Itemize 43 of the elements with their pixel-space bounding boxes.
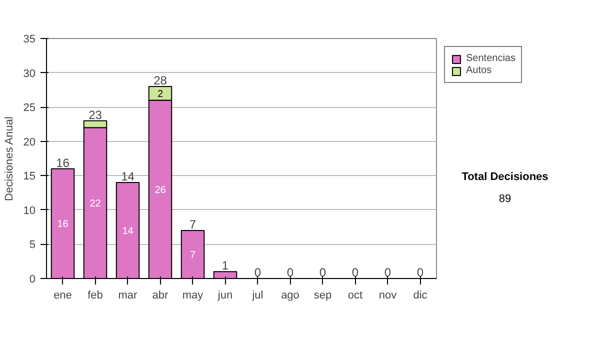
total-label: 23 (88, 108, 102, 122)
text: 89 (498, 192, 512, 207)
data-label: 16 (57, 219, 69, 230)
data-label: 22 (90, 198, 102, 210)
legend-label: Autos (466, 65, 492, 76)
x-tick-label: jul (251, 290, 264, 302)
total-label: 0 (254, 266, 262, 280)
x-tick-label: nov (378, 290, 398, 302)
x-tick-label: feb (88, 290, 103, 302)
total-label: 14 (121, 170, 135, 184)
x-tick-label: dic (413, 290, 428, 302)
total-label: 7 (189, 218, 196, 232)
total-label: 16 (56, 156, 70, 170)
x-tick-label: jun (216, 290, 233, 302)
x-tick-label: mar (118, 290, 138, 302)
x-tick-label: oct (348, 290, 363, 302)
y-tick-label: 30 (23, 68, 36, 80)
x-tick-label: ago (281, 290, 300, 302)
data-label: 7 (190, 250, 196, 261)
y-tick-label: 20 (23, 136, 36, 148)
legend-label: Sentencias (466, 53, 516, 64)
x-tick-label: sep (314, 290, 332, 302)
data-label: 26 (154, 184, 166, 196)
total-label: 0 (286, 266, 294, 280)
y-tick-label: 25 (23, 102, 36, 114)
y-tick-label: 0 (29, 274, 36, 286)
y-tick-label: 10 (23, 204, 36, 217)
text: Total Decisiones (462, 170, 548, 185)
y-tick-label: 15 (23, 170, 36, 183)
y-tick-label: 5 (29, 239, 36, 252)
x-tick-label: abr (152, 290, 169, 302)
x-tick-label: ene (54, 290, 72, 302)
y-tick-label: 35 (23, 34, 36, 46)
total-label: 1 (222, 258, 229, 273)
total-label: 0 (384, 266, 392, 280)
x-tick-label: may (182, 290, 204, 302)
total-label: 0 (319, 266, 326, 280)
y-axis-title: Decisiones Anual (3, 116, 16, 201)
data-label: 2 (157, 88, 164, 100)
data-label: 14 (122, 226, 134, 237)
total-label: 28 (154, 74, 168, 88)
total-label: 0 (352, 266, 359, 280)
total-label: 0 (416, 266, 424, 280)
